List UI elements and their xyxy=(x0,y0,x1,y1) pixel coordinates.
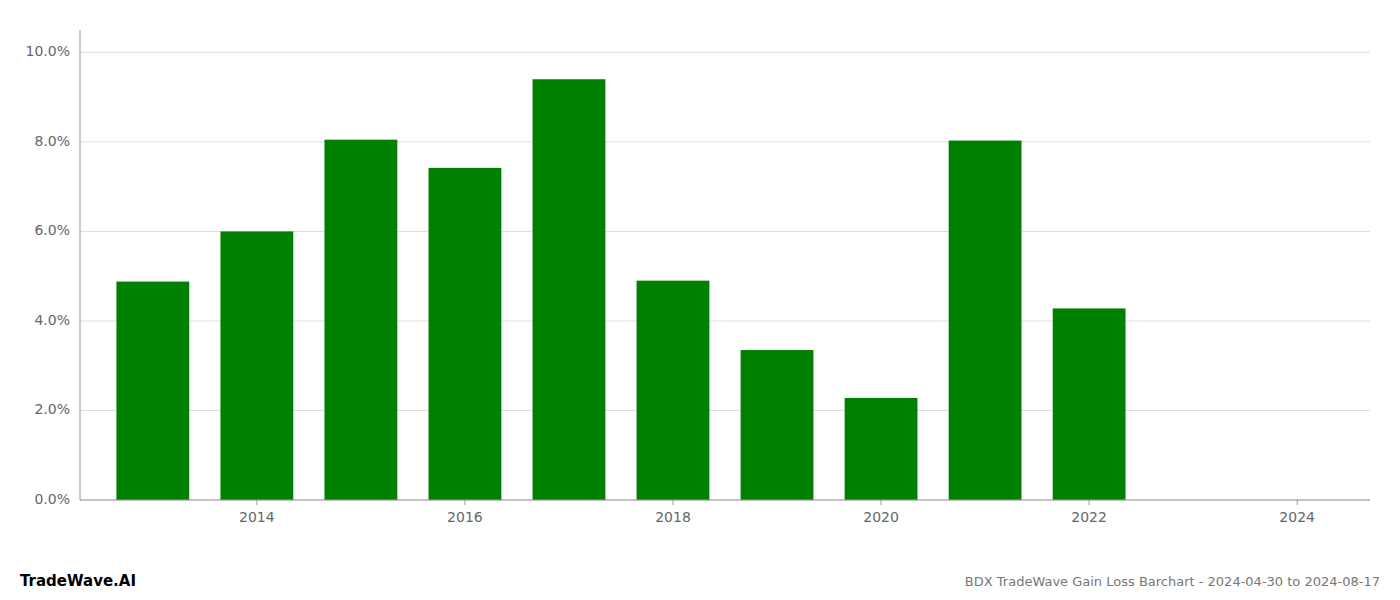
bar xyxy=(637,281,710,500)
x-tick-label: 2014 xyxy=(239,509,275,525)
grid-line xyxy=(80,52,1370,53)
bar xyxy=(845,398,918,500)
x-tick-label: 2022 xyxy=(1071,509,1107,525)
bar xyxy=(949,141,1022,500)
x-tick xyxy=(1297,500,1298,505)
x-tick-label: 2016 xyxy=(447,509,483,525)
bars xyxy=(116,79,1125,500)
bar xyxy=(1053,308,1126,500)
x-tick xyxy=(1089,500,1090,505)
bar xyxy=(429,168,502,500)
y-tick-label: 10.0% xyxy=(26,43,70,59)
bar xyxy=(741,350,814,500)
grid-line xyxy=(80,500,1370,501)
bar xyxy=(116,282,189,500)
watermark: TradeWave.AI xyxy=(20,572,136,590)
x-tick-label: 2020 xyxy=(863,509,899,525)
x-ticks: 2014 2016 2018 2020 2022 2024 xyxy=(239,500,1315,525)
x-tick-label: 2018 xyxy=(655,509,691,525)
chart-container: 0.0% 2.0% 4.0% 6.0% 8.0% 10.0% 2014 2016 2018 202… xyxy=(0,0,1400,600)
chart-title: BDX TradeWave Gain Loss Barchart - 2024-… xyxy=(965,574,1380,589)
x-tick xyxy=(464,500,465,505)
y-axis-line xyxy=(80,30,81,500)
bar xyxy=(220,231,293,500)
x-tick xyxy=(256,500,257,505)
y-tick-label: 2.0% xyxy=(34,401,70,417)
y-tick-label: 4.0% xyxy=(34,312,70,328)
chart-svg: 0.0% 2.0% 4.0% 6.0% 8.0% 10.0% 2014 2016 2018 202… xyxy=(0,0,1400,600)
grid-line xyxy=(80,141,1370,142)
y-tick-label: 6.0% xyxy=(34,222,70,238)
x-tick xyxy=(881,500,882,505)
x-tick xyxy=(672,500,673,505)
y-tick-label: 0.0% xyxy=(34,491,70,507)
y-grid xyxy=(80,52,1370,500)
bar xyxy=(324,140,397,500)
x-axis-line xyxy=(80,500,1370,501)
x-tick-label: 2024 xyxy=(1279,509,1315,525)
y-tick-label: 8.0% xyxy=(34,133,70,149)
bar xyxy=(533,79,606,500)
y-tick-labels: 0.0% 2.0% 4.0% 6.0% 8.0% 10.0% xyxy=(26,43,70,507)
